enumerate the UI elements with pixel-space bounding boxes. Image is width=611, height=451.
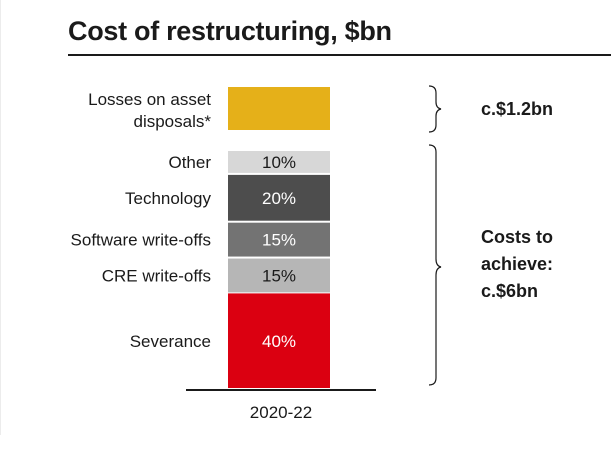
bar-segment-software-write-offs bbox=[228, 222, 330, 257]
bar-segment-severance bbox=[228, 293, 330, 388]
segment-value-software-write-offs: 15% bbox=[262, 231, 296, 250]
x-tick-label: 2020-22 bbox=[250, 403, 312, 422]
segment-label-losses-line-2: disposals* bbox=[134, 112, 212, 131]
segment-value-technology: 20% bbox=[262, 189, 296, 208]
segment-label-cre-write-offs: CRE write-offs bbox=[102, 266, 211, 285]
segment-value-severance: 40% bbox=[262, 332, 296, 351]
segment-value-cre-write-offs: 15% bbox=[262, 266, 296, 285]
segment-value-other: 10% bbox=[262, 153, 296, 172]
costs-annotation-line-1: Costs to bbox=[481, 227, 553, 247]
bar-segment-other bbox=[228, 151, 330, 173]
title-underline bbox=[68, 54, 611, 56]
losses-brace bbox=[428, 85, 442, 133]
costs-annotation-line-2: achieve: bbox=[481, 254, 553, 274]
bar-segment-losses-on-asset-disposals bbox=[228, 87, 330, 130]
segment-label-other: Other bbox=[168, 153, 211, 172]
costs-annotation-line-3: c.$6bn bbox=[481, 281, 538, 301]
segment-label-software-write-offs: Software write-offs bbox=[71, 231, 211, 250]
chart-title: Cost of restructuring, $bn bbox=[68, 16, 392, 46]
category-labels: Severance CRE write-offs Software write-of… bbox=[71, 90, 212, 351]
bar-segment-technology bbox=[228, 174, 330, 221]
bar-group bbox=[228, 87, 330, 388]
segment-label-losses-line-1: Losses on asset bbox=[88, 90, 211, 109]
segment-label-severance: Severance bbox=[130, 332, 211, 351]
costs-brace bbox=[428, 144, 442, 386]
losses-annotation: c.$1.2bn bbox=[481, 99, 553, 119]
segment-label-technology: Technology bbox=[125, 189, 212, 208]
percent-labels: 40% 15% 15% 20% 10% bbox=[262, 153, 296, 351]
bar-segment-cre-write-offs bbox=[228, 258, 330, 293]
left-border bbox=[0, 0, 1, 435]
